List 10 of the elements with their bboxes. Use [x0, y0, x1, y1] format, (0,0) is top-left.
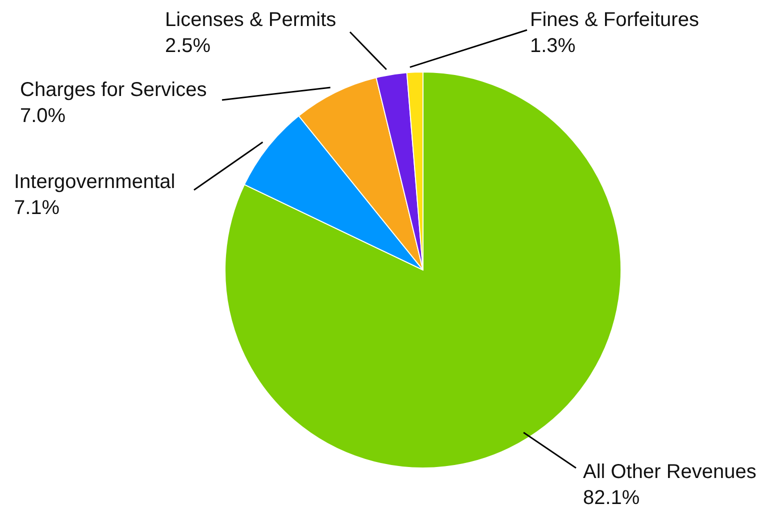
data-label: 7.0%	[20, 105, 66, 127]
slice-label: Intergovernmental	[14, 171, 176, 193]
slice-label: Licenses & Permits	[165, 9, 336, 31]
slice-label: Charges for Services	[20, 79, 207, 101]
data-label: 82.1%	[583, 487, 640, 509]
data-label: 1.3%	[530, 35, 576, 57]
slice-label: Fines & Forfeitures	[530, 9, 699, 31]
data-label: 7.1%	[14, 197, 60, 219]
data-label: 2.5%	[165, 35, 211, 57]
slice-label: All Other Revenues	[583, 461, 756, 483]
